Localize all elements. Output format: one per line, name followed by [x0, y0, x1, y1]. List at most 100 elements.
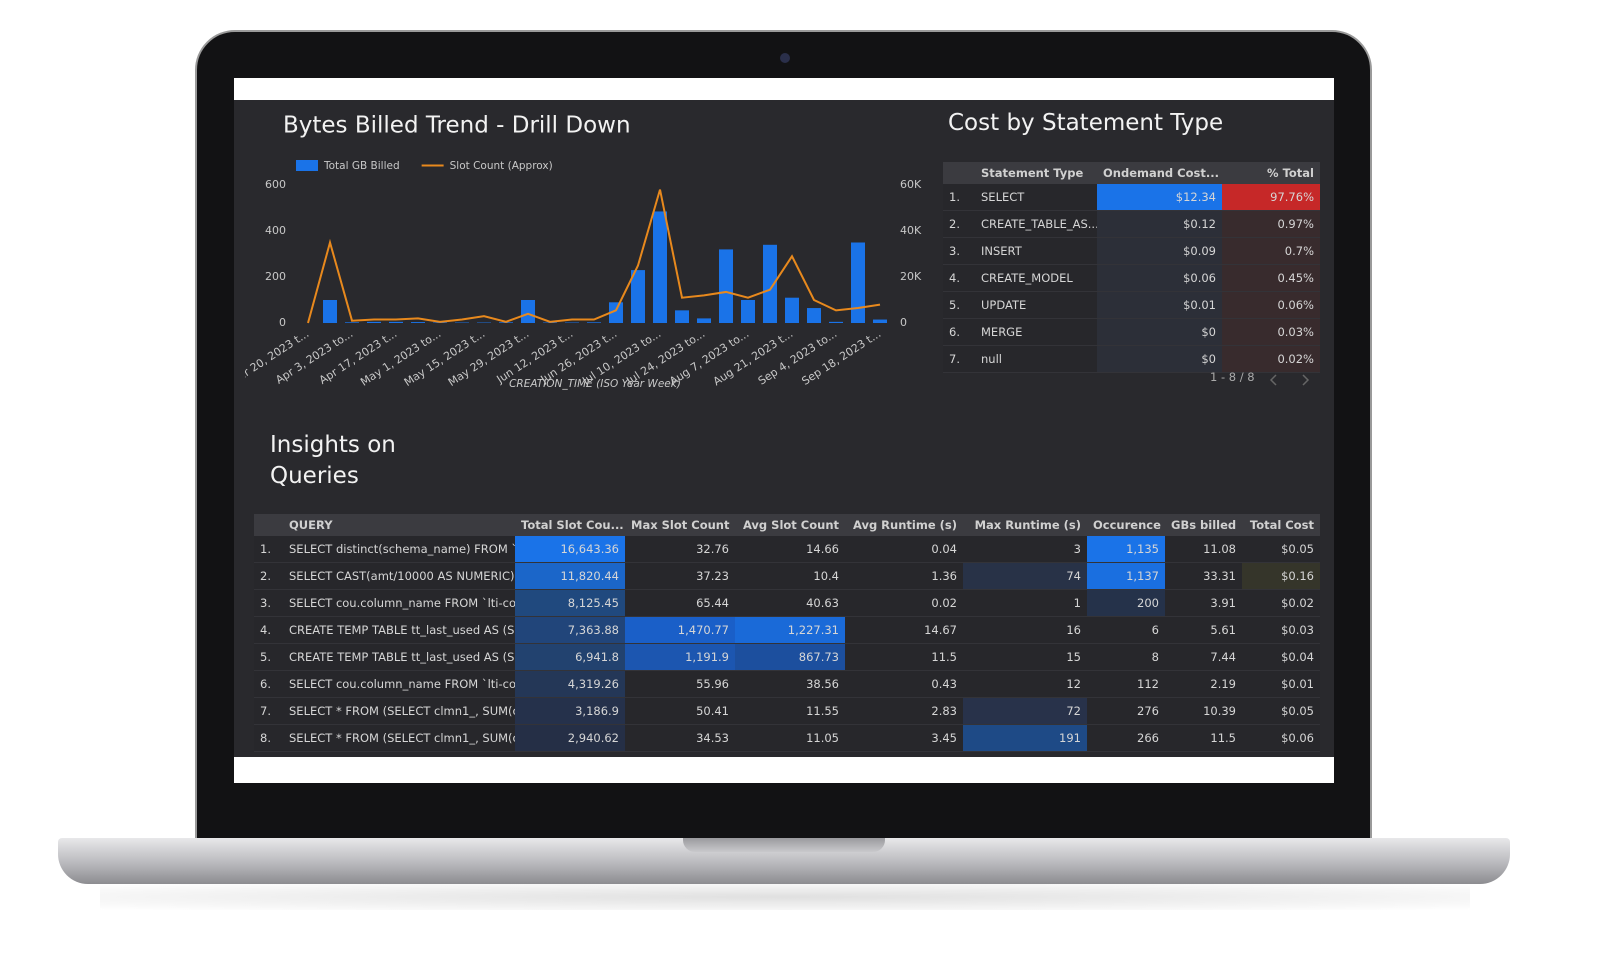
- bar: [829, 321, 843, 323]
- row-number: 6.: [254, 670, 283, 698]
- table-cell: 1,227.31: [735, 616, 845, 644]
- table-cell: 32.76: [625, 536, 735, 563]
- header-cell: [254, 514, 283, 536]
- table-cell: 11,820.44: [515, 562, 625, 590]
- row-number: 5.: [254, 643, 283, 671]
- table-cell: 0.97%: [1222, 210, 1320, 238]
- table-cell: UPDATE: [975, 291, 1097, 319]
- insights-table: QUERY Total Slot Cou... Max Slot Count Avg …: [254, 514, 1320, 752]
- table-cell: 33.31: [1165, 562, 1242, 590]
- table-cell: CREATE TEMP TABLE tt_last_used AS (SE...: [283, 643, 515, 671]
- table-cell: 3,186.9: [515, 697, 625, 725]
- table-row: 3. INSERT $0.09 0.7%: [943, 237, 1320, 265]
- table-row: 6. MERGE $0 0.03%: [943, 318, 1320, 346]
- row-number: 7.: [943, 345, 975, 373]
- y-tick-label: 400: [265, 224, 286, 237]
- y2-tick-label: 40K: [900, 224, 922, 237]
- table-cell: 4,319.26: [515, 670, 625, 698]
- y2-tick-label: 0: [900, 316, 907, 329]
- table-cell: 0.06%: [1222, 291, 1320, 319]
- table-cell: 1.36: [845, 562, 963, 590]
- line: [307, 189, 881, 324]
- header-cell: Max Slot Count: [625, 514, 735, 536]
- chart-title: Bytes Billed Trend - Drill Down: [283, 113, 631, 139]
- legend-swatch: [296, 160, 318, 171]
- table-row: 6.SELECT cou.column_name FROM `lti-coe.a…: [254, 670, 1320, 698]
- table-cell: null: [975, 345, 1097, 373]
- row-number: 4.: [254, 616, 283, 644]
- table-cell: 14.66: [735, 536, 845, 563]
- x-tick-label: Apr 3, 2023 to...: [273, 327, 355, 387]
- bar: [807, 308, 821, 323]
- header-cell: Total Cost: [1242, 514, 1320, 536]
- x-tick-label: Aug 21, 2023 t...: [711, 327, 795, 388]
- table-cell: $0: [1097, 345, 1222, 373]
- table-cell: 2.83: [845, 697, 963, 725]
- table-cell: 2,940.62: [515, 724, 625, 752]
- table-cell: 10.39: [1165, 697, 1242, 725]
- table-cell: 40.63: [735, 589, 845, 617]
- cost-title: Cost by Statement Type: [948, 110, 1224, 136]
- bar: [697, 318, 711, 323]
- table-cell: 34.53: [625, 724, 735, 752]
- header-cell: GBs billed: [1165, 514, 1242, 536]
- header-cell: Total Slot Cou...: [515, 514, 625, 536]
- table-cell: SELECT * FROM (SELECT clmn1_, SUM(cl...: [283, 724, 515, 752]
- table-cell: $0.03: [1242, 616, 1320, 644]
- table-cell: 6,941.8: [515, 643, 625, 671]
- header-cell: Avg Runtime (s): [845, 514, 963, 536]
- table-cell: 11.5: [845, 643, 963, 671]
- bar: [389, 321, 403, 323]
- table-cell: 97.76%: [1222, 184, 1320, 211]
- table-cell: $0.09: [1097, 237, 1222, 265]
- table-cell: $0.12: [1097, 210, 1222, 238]
- header-cell: Ondemand Cost...: [1097, 162, 1222, 184]
- row-number: 6.: [943, 318, 975, 346]
- x-tick-label: May 15, 2023 t...: [402, 327, 488, 389]
- y2-tick-label: 60K: [900, 178, 922, 191]
- legend-label: Slot Count (Approx): [450, 160, 553, 172]
- header-row: QUERY Total Slot Cou... Max Slot Count Avg …: [254, 514, 1320, 536]
- table-cell: CREATE_MODEL: [975, 264, 1097, 292]
- table-cell: 0.04: [845, 536, 963, 563]
- prev-page[interactable]: [1269, 374, 1277, 386]
- table-cell: 16: [963, 616, 1087, 644]
- table-cell: 112: [1087, 670, 1165, 698]
- next-page[interactable]: [1302, 374, 1310, 386]
- table-cell: 8: [1087, 643, 1165, 671]
- table-cell: 74: [963, 562, 1087, 590]
- table-cell: 14.67: [845, 616, 963, 644]
- bar: [411, 322, 425, 323]
- table-cell: 5.61: [1165, 616, 1242, 644]
- bar: [631, 270, 645, 323]
- header-cell: QUERY: [283, 514, 515, 536]
- header-cell: Max Runtime (s): [963, 514, 1087, 536]
- table-cell: 867.73: [735, 643, 845, 671]
- bar: [653, 211, 667, 323]
- table-cell: 10.4: [735, 562, 845, 590]
- table-cell: 37.23: [625, 562, 735, 590]
- table-cell: MERGE: [975, 318, 1097, 346]
- row-number: 1.: [254, 536, 283, 563]
- pager-arrows: [1269, 374, 1310, 386]
- table-row: 2. SELECT CAST(amt/10000 AS NUMERIC) A...…: [254, 562, 1320, 590]
- table-row: 4. CREATE_MODEL $0.06 0.45%: [943, 264, 1320, 292]
- row-number: 1.: [943, 184, 975, 211]
- insights-title: Insights on Queries: [270, 432, 396, 489]
- pagination: 1 - 8 / 8: [1210, 370, 1255, 384]
- laptop-shadow: [100, 884, 1470, 910]
- table-cell: $0.04: [1242, 643, 1320, 671]
- x-tick-label: May 1, 2023 to...: [358, 327, 443, 389]
- table-cell: 0.43: [845, 670, 963, 698]
- legend-label: Total GB Billed: [323, 160, 400, 172]
- table-cell: 50.41: [625, 697, 735, 725]
- bar: [367, 321, 381, 323]
- table-cell: 191: [963, 724, 1087, 752]
- table-cell: 1,135: [1087, 536, 1165, 563]
- row-number: 2.: [943, 210, 975, 238]
- table-cell: 1,191.9: [625, 643, 735, 671]
- table-row: 8. SELECT * FROM (SELECT clmn1_, SUM(cl..…: [254, 724, 1320, 752]
- table-cell: 11.55: [735, 697, 845, 725]
- header-cell: Statement Type: [975, 162, 1097, 184]
